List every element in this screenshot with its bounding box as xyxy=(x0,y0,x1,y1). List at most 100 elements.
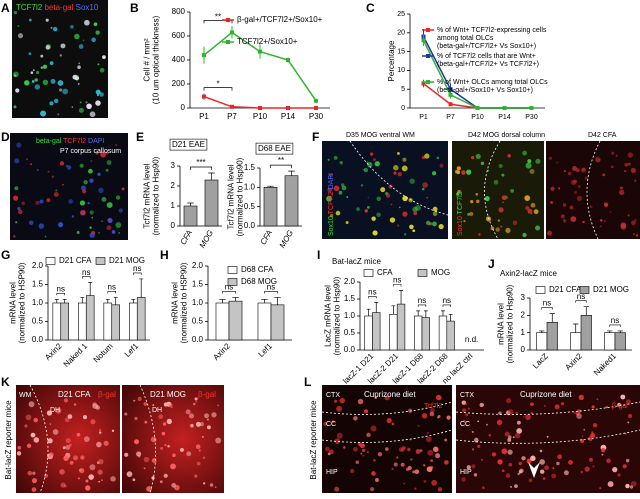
y-axis-label: mRNA level(normalized to HSP90) xyxy=(171,262,189,343)
cell xyxy=(431,479,438,486)
cell xyxy=(42,79,49,86)
cell xyxy=(627,162,631,166)
cell xyxy=(599,225,602,228)
cell xyxy=(471,430,474,433)
cell xyxy=(409,178,415,184)
cell xyxy=(407,465,412,471)
diet-label: Cuprizone diet xyxy=(364,390,416,399)
error-bar xyxy=(448,313,453,322)
y-tick-label: 0 xyxy=(521,345,526,354)
cell xyxy=(46,198,51,203)
x-tick-label: CFA xyxy=(179,229,194,247)
y-tick-label: 600 xyxy=(172,31,186,40)
cell xyxy=(530,212,533,215)
cell xyxy=(64,417,70,423)
error-bar xyxy=(274,297,281,305)
image-title: D42 MOG dorsal column xyxy=(468,132,545,139)
cell xyxy=(402,211,408,217)
cell xyxy=(414,205,421,211)
cell xyxy=(600,219,603,222)
cell xyxy=(572,166,577,171)
cell xyxy=(209,483,214,487)
cell xyxy=(544,465,549,471)
cell xyxy=(180,447,184,452)
error-bar xyxy=(139,278,144,298)
cell xyxy=(591,431,594,434)
cell xyxy=(507,435,512,440)
cell xyxy=(80,455,85,460)
cell xyxy=(57,113,60,116)
annotation: *** xyxy=(196,158,205,167)
legend-label: % of TCF7l2 cells that are Wnt+ (beta-gal… xyxy=(437,53,539,68)
x-tick-label: MOG xyxy=(278,229,295,250)
cell xyxy=(393,171,397,175)
cell xyxy=(133,399,136,402)
cell xyxy=(474,437,479,443)
marker xyxy=(202,53,206,58)
cell xyxy=(569,205,574,210)
cell xyxy=(96,94,100,97)
cell xyxy=(63,455,69,461)
cell xyxy=(36,70,40,75)
y-tick-label: 400 xyxy=(172,55,186,64)
cell xyxy=(634,179,637,182)
error-bar xyxy=(423,310,428,318)
cell xyxy=(77,82,80,85)
cell xyxy=(402,195,408,202)
cell xyxy=(87,201,90,205)
cell xyxy=(517,472,520,476)
cell xyxy=(168,402,173,408)
cell xyxy=(461,408,467,413)
cell xyxy=(470,200,474,204)
legend-swatch xyxy=(426,54,430,58)
cell xyxy=(495,227,500,232)
cell xyxy=(501,173,505,177)
cell xyxy=(25,414,32,421)
cell xyxy=(617,473,621,477)
cell xyxy=(106,202,113,209)
region-label: CTX xyxy=(460,392,474,399)
cell xyxy=(89,210,94,215)
cell xyxy=(432,446,439,453)
cell xyxy=(430,407,435,413)
y-tick-label: 2.0 xyxy=(344,277,356,286)
cell xyxy=(400,462,405,467)
cell xyxy=(40,54,44,58)
cell xyxy=(339,161,343,165)
cell xyxy=(480,161,485,166)
cell xyxy=(163,402,169,407)
cell xyxy=(98,431,102,434)
cell xyxy=(633,233,636,236)
cell xyxy=(412,470,416,474)
cell xyxy=(49,423,52,425)
cell xyxy=(507,438,512,442)
cell xyxy=(72,74,78,80)
cell xyxy=(151,476,155,480)
legend-swatch xyxy=(226,18,230,22)
cell xyxy=(376,196,381,202)
cell xyxy=(599,487,602,490)
cell xyxy=(158,414,164,420)
cell xyxy=(535,225,541,231)
cell xyxy=(414,487,417,490)
cell xyxy=(584,176,589,180)
cell xyxy=(16,451,22,456)
cell xyxy=(512,436,515,439)
cell xyxy=(346,195,349,199)
region-label: P7 corpus callosum xyxy=(60,148,121,155)
cell xyxy=(159,480,163,484)
marker xyxy=(230,30,234,35)
cell xyxy=(31,477,38,484)
cell xyxy=(51,175,54,178)
cell xyxy=(560,214,565,219)
cell xyxy=(481,458,484,461)
cell xyxy=(40,66,44,70)
cell xyxy=(13,105,17,109)
cell xyxy=(522,150,528,156)
cell xyxy=(118,231,121,234)
annotation: ns xyxy=(418,296,426,305)
cell xyxy=(367,196,370,199)
cell xyxy=(628,413,633,419)
legend-label: D21 MOG xyxy=(109,256,145,265)
cell xyxy=(516,428,523,434)
